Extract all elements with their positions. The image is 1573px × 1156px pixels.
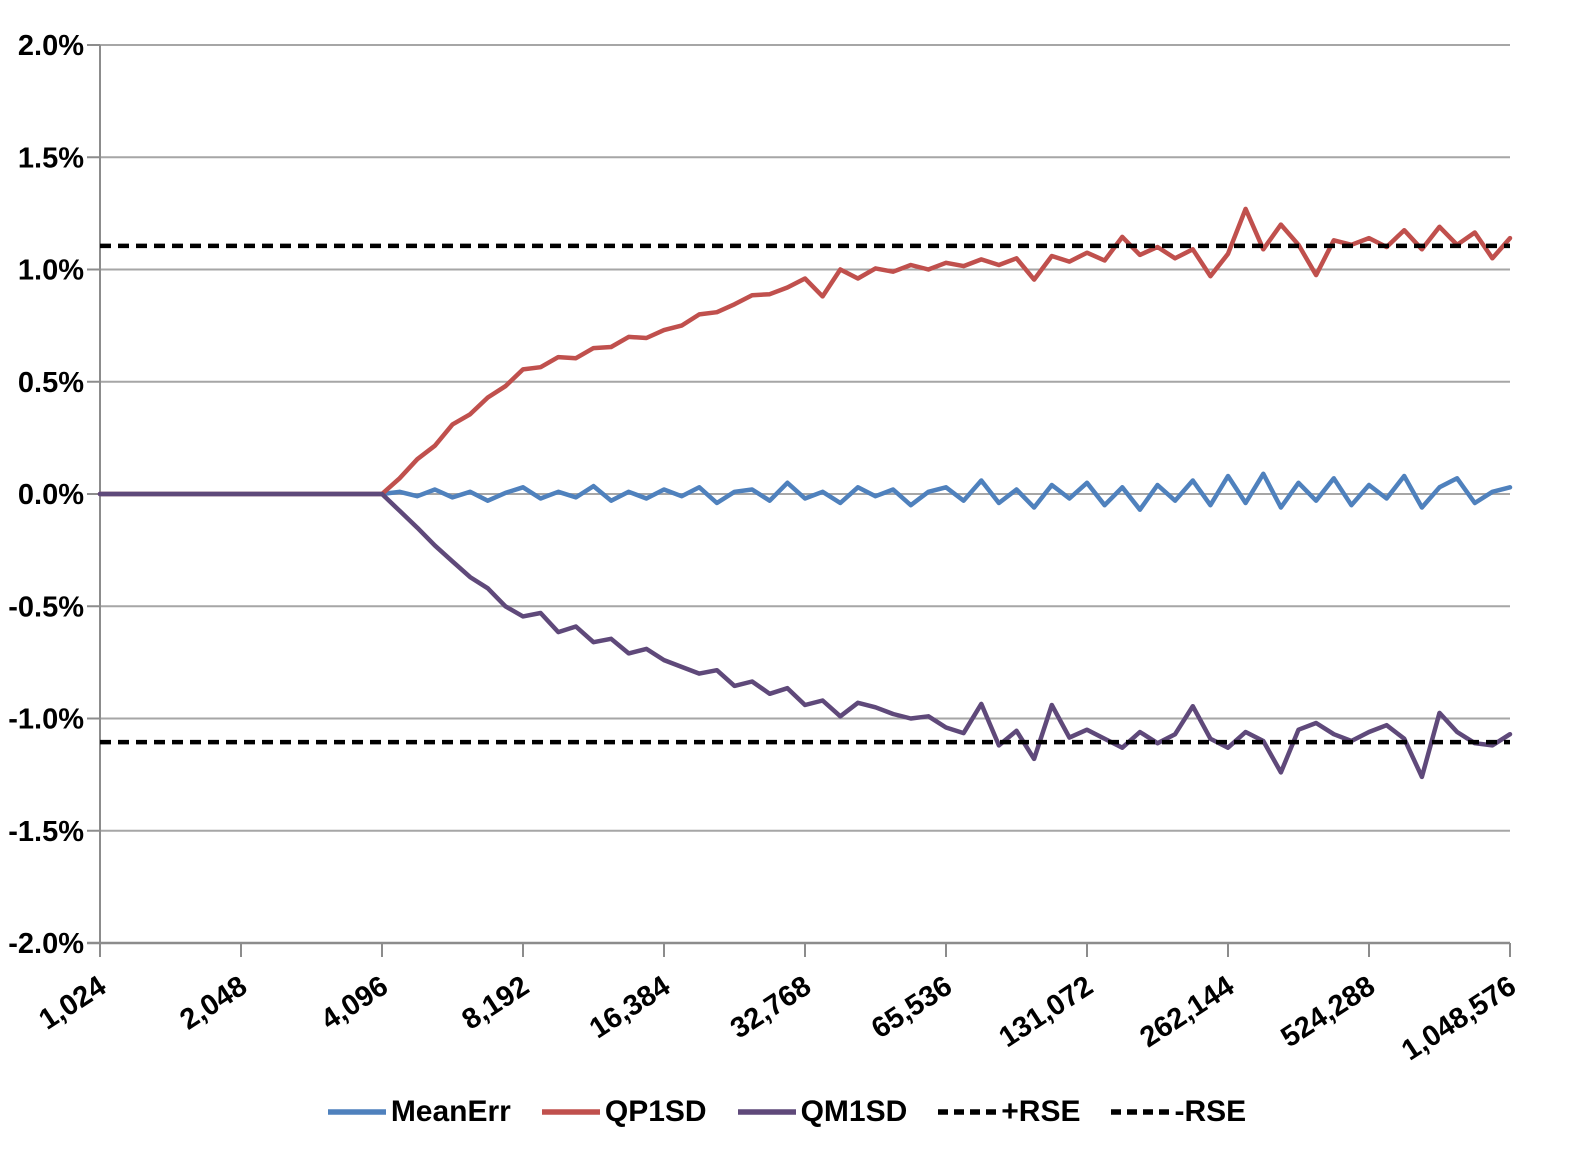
legend-item-RSE: -RSE (1110, 1097, 1246, 1127)
legend-line-sample (1111, 1109, 1170, 1115)
x-tick-label: 16,384 (584, 970, 676, 1045)
legend-line-sample (327, 1109, 386, 1115)
legend-item-QP1SD: QP1SD (541, 1097, 707, 1127)
y-tick-label: 0.0% (18, 479, 84, 511)
y-tick-label: 1.0% (18, 255, 84, 287)
x-tick-label: 1,024 (34, 970, 112, 1036)
y-tick-label: -1.0% (8, 704, 84, 736)
legend-line-sample (938, 1109, 997, 1115)
chart-legend: MeanErr QP1SD QM1SD +RSE -RSE (0, 1086, 1573, 1138)
x-tick-label: 4,096 (316, 970, 394, 1036)
x-tick-label: 1,048,576 (1396, 970, 1522, 1067)
x-tick-label: 32,768 (725, 970, 817, 1045)
y-tick-label: -0.5% (8, 591, 84, 623)
x-tick-label: 2,048 (175, 970, 253, 1036)
x-tick-label: 65,536 (866, 970, 958, 1045)
series-QM1SD-line (97, 491, 1513, 780)
chart-plot-area: 2.0% 1.5% 1.0% 0.5% 0.0% -0.5% -1.0% -1.5% -2.0%… (8, 30, 1522, 1067)
legend-item-RSE: +RSE (937, 1097, 1080, 1127)
legend-label: QM1SD (800, 1095, 908, 1128)
x-tick-label: 524,288 (1275, 970, 1380, 1054)
legend-label: +RSE (1001, 1095, 1081, 1128)
legend-item-MeanErr: MeanErr (327, 1097, 511, 1127)
y-tick-label: -2.0% (8, 928, 84, 960)
y-tick-label: 2.0% (18, 30, 84, 62)
series-QP1SD-line (97, 206, 1513, 497)
legend-label: -RSE (1174, 1095, 1247, 1128)
legend-item-QM1SD: QM1SD (737, 1095, 908, 1128)
y-tick-label: 1.5% (18, 142, 84, 174)
legend-line-sample (541, 1109, 600, 1115)
y-tick-label: 0.5% (18, 367, 84, 399)
legend-line-sample (737, 1109, 796, 1115)
x-tick-label: 8,192 (457, 970, 535, 1036)
x-tick-label: 262,144 (1134, 970, 1239, 1054)
legend-label: QP1SD (604, 1095, 707, 1128)
x-tick-label: 131,072 (993, 970, 1098, 1054)
legend-label: MeanErr (390, 1095, 511, 1128)
y-tick-label: -1.5% (8, 816, 84, 848)
